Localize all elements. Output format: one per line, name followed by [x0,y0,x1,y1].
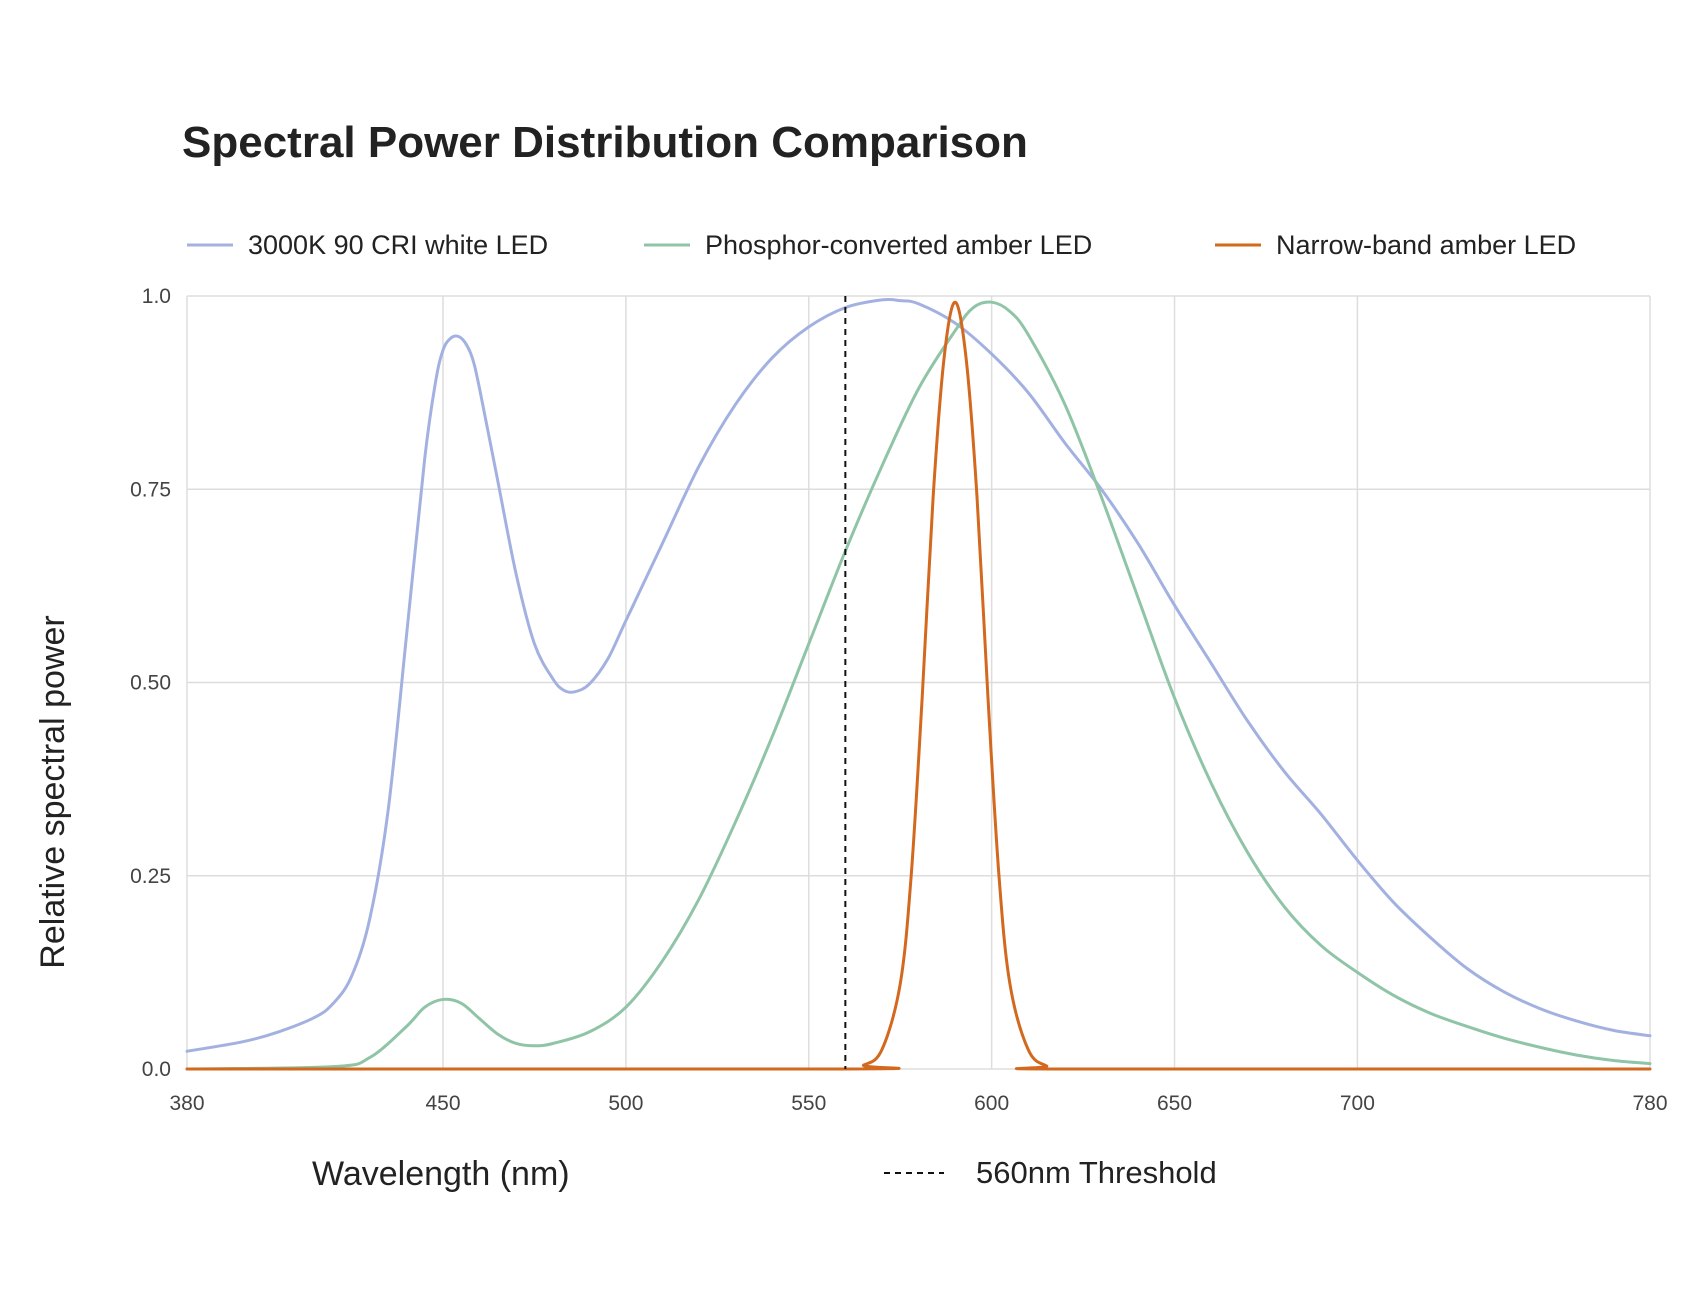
y-tick-label: 0.25 [130,865,171,888]
grid-lines [186,295,1651,1070]
x-axis-title: Wavelength (nm) [312,1155,570,1193]
series-line-white-led [185,297,1652,1053]
chart-title: Spectral Power Distribution Comparison [182,118,1028,167]
x-tick-label: 550 [791,1092,826,1115]
y-tick-label: 0.50 [130,672,171,695]
threshold-legend-label: 560nm Threshold [976,1155,1217,1190]
legend-label-white-led: 3000K 90 CRI white LED [248,230,548,260]
y-tick-label: 0.0 [142,1058,171,1081]
series-layer [185,297,1652,1071]
series-line-narrow-amber [185,300,1652,1071]
y-tick-label: 0.75 [130,478,171,501]
x-tick-label: 600 [974,1092,1009,1115]
y-axis-title: Relative spectral power [34,615,72,968]
legend-label-narrow-amber: Narrow-band amber LED [1276,230,1576,260]
x-axis-ticks: 380 450 500 550 600 650 700 780 [169,1092,1667,1115]
x-tick-label: 650 [1157,1092,1192,1115]
y-tick-label: 1.0 [142,285,171,308]
legend: 3000K 90 CRI white LED Phosphor-converte… [187,230,1576,260]
legend-label-phosphor-amber: Phosphor-converted amber LED [705,230,1092,260]
x-tick-label: 500 [608,1092,643,1115]
x-tick-label: 380 [169,1092,204,1115]
x-tick-label: 450 [426,1092,461,1115]
x-tick-label: 780 [1632,1092,1667,1115]
x-tick-label: 700 [1340,1092,1375,1115]
y-axis-ticks: 0.0 0.25 0.50 0.75 1.0 [130,285,171,1081]
series-line-phosphor-amber [185,300,1652,1071]
